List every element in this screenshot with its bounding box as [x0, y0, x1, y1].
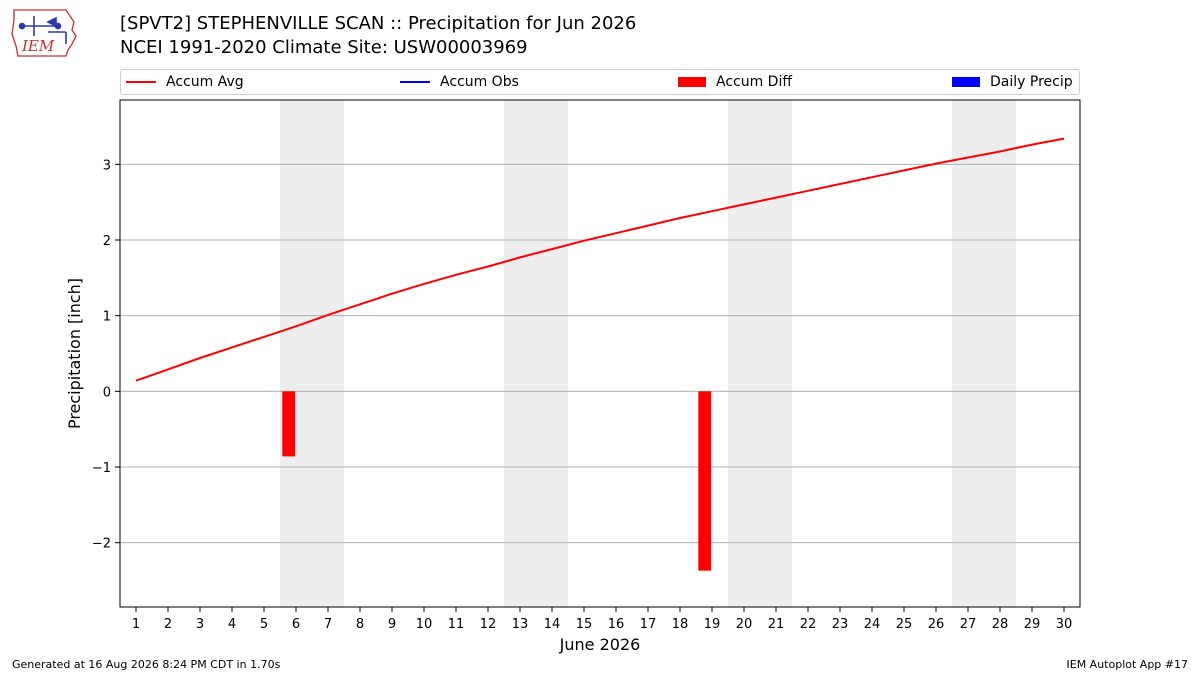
weekend-shade-day-28: [984, 100, 1016, 607]
x-tick-label-5: 5: [260, 617, 268, 632]
generated-timestamp: Generated at 16 Aug 2026 8:24 PM CDT in …: [12, 658, 281, 671]
legend-swatch-accum-obs: [400, 81, 430, 83]
chart-legend: Accum Avg Accum Obs Accum Diff Daily Pre…: [120, 69, 1080, 95]
x-tick-label-3: 3: [196, 617, 204, 632]
y-tick-label-neg1: −1: [92, 461, 111, 476]
legend-label-daily-precip: Daily Precip: [990, 74, 1073, 90]
logo-text: IEM: [21, 37, 55, 55]
x-tick-label-18: 18: [672, 617, 689, 632]
accum-avg-line: [135, 137, 1065, 382]
x-tick-label-24: 24: [864, 617, 881, 632]
accum-diff-bar-day-19: [698, 391, 712, 571]
x-tick-label-11: 11: [448, 617, 465, 632]
y-tick-label-0: 0: [103, 385, 111, 400]
weekend-shade-day-6: [280, 100, 312, 607]
x-axis-label: June 2026: [559, 635, 641, 654]
x-tick-label-1: 1: [132, 617, 140, 632]
x-tick-label-22: 22: [800, 617, 817, 632]
iowa-outline: [11, 9, 77, 57]
x-tick-label-4: 4: [228, 617, 236, 632]
x-tick-label-2: 2: [164, 617, 172, 632]
x-tick-label-29: 29: [1024, 617, 1041, 632]
y-tick-label-1: 1: [103, 310, 111, 325]
x-tick-label-23: 23: [832, 617, 849, 632]
y-axis-label: Precipitation [inch]: [65, 278, 84, 429]
legend-label-accum-diff: Accum Diff: [716, 74, 793, 90]
legend-swatch-accum-diff: [678, 77, 706, 87]
x-tick-label-21: 21: [768, 617, 785, 632]
chart-subtitle: NCEI 1991-2020 Climate Site: USW00003969: [120, 37, 528, 58]
y-tick-label-2: 2: [103, 234, 111, 249]
x-tick-label-6: 6: [292, 617, 300, 632]
x-tick-label-8: 8: [356, 617, 364, 632]
x-tick-label-20: 20: [736, 617, 753, 632]
legend-item-accum-diff: Accum Diff: [678, 70, 792, 94]
x-tick-label-27: 27: [960, 617, 977, 632]
legend-item-accum-avg: Accum Avg: [126, 70, 244, 94]
legend-label-accum-obs: Accum Obs: [440, 74, 519, 90]
iem-logo: IEM: [11, 9, 77, 57]
weekend-shade-day-13: [504, 100, 536, 607]
accum-diff-bar-day-6: [282, 391, 296, 457]
legend-swatch-daily-precip: [952, 77, 980, 87]
x-tick-label-19: 19: [704, 617, 721, 632]
x-tick-label-16: 16: [608, 617, 625, 632]
x-tick-label-15: 15: [576, 617, 593, 632]
app-credit: IEM Autoplot App #17: [1066, 658, 1189, 671]
weekend-shade-day-21: [760, 100, 792, 607]
y-tick-label-3: 3: [103, 158, 111, 173]
y-tick-label-neg2: −2: [92, 537, 111, 552]
x-tick-label-7: 7: [324, 617, 332, 632]
legend-swatch-accum-avg: [126, 81, 156, 83]
x-tick-label-14: 14: [544, 617, 561, 632]
legend-item-accum-obs: Accum Obs: [400, 70, 519, 94]
weekend-shade-day-14: [536, 100, 568, 607]
x-tick-label-25: 25: [896, 617, 913, 632]
x-tick-label-9: 9: [388, 617, 396, 632]
plot-area-frame: [119, 99, 1081, 608]
weekend-shade-day-20: [728, 100, 760, 607]
x-tick-label-28: 28: [992, 617, 1009, 632]
weather-station-icon: [18, 16, 67, 44]
x-tick-label-12: 12: [480, 617, 497, 632]
x-tick-label-13: 13: [512, 617, 529, 632]
chart-title: [SPVT2] STEPHENVILLE SCAN :: Precipitati…: [120, 13, 637, 34]
legend-item-daily-precip: Daily Precip: [952, 70, 1073, 94]
x-tick-label-30: 30: [1056, 617, 1073, 632]
weekend-shade-day-27: [952, 100, 984, 607]
x-tick-label-17: 17: [640, 617, 657, 632]
weekend-shade-day-7: [312, 100, 344, 607]
x-tick-label-26: 26: [928, 617, 945, 632]
x-tick-label-10: 10: [416, 617, 433, 632]
legend-label-accum-avg: Accum Avg: [166, 74, 244, 90]
